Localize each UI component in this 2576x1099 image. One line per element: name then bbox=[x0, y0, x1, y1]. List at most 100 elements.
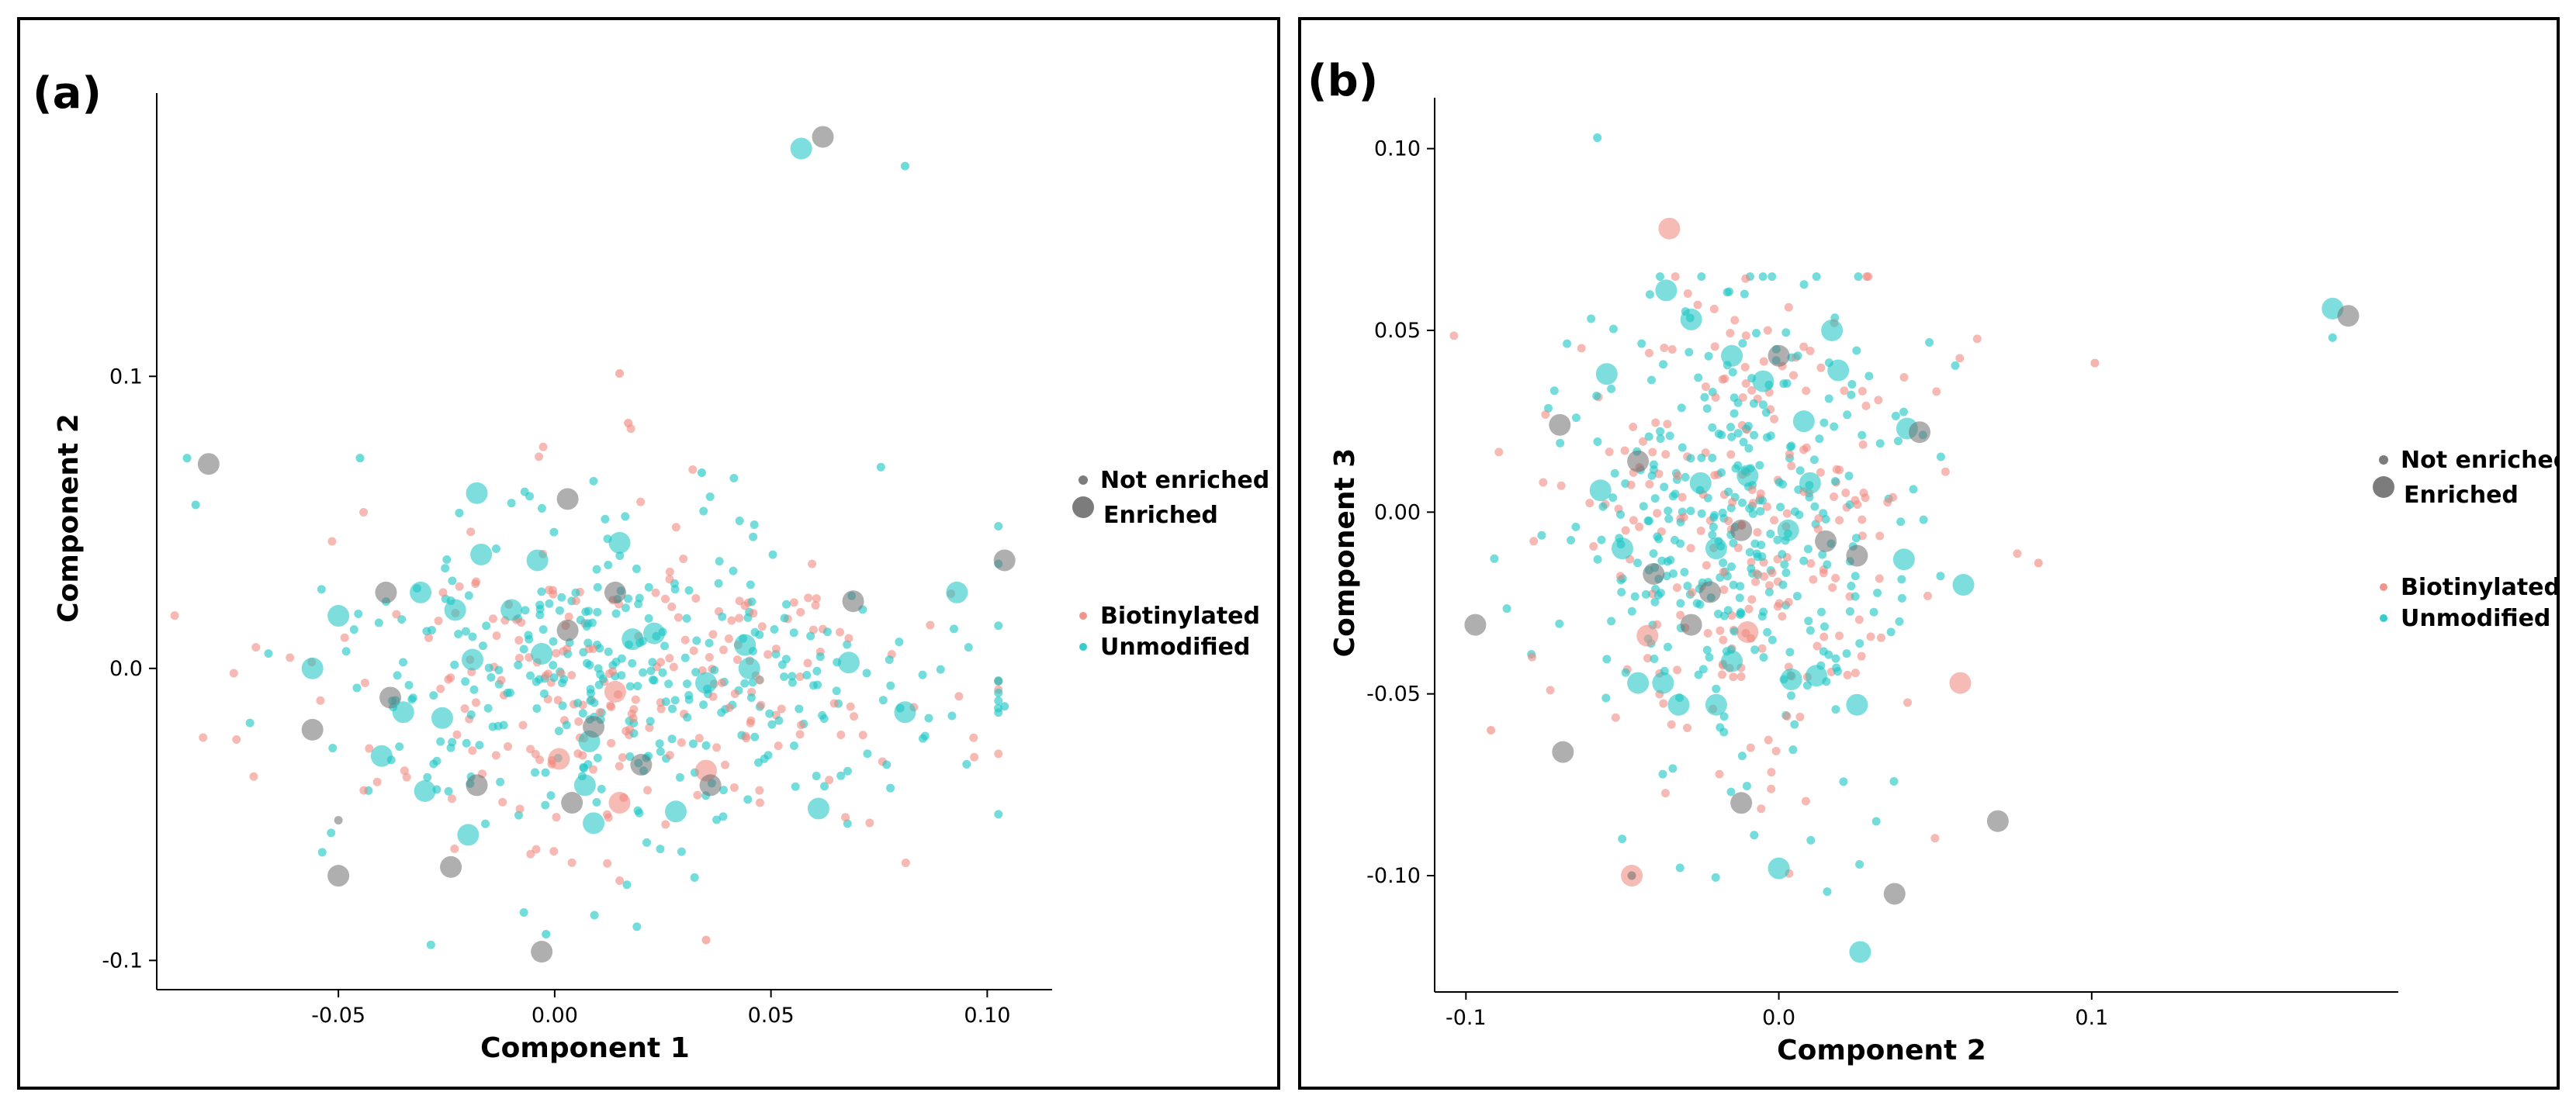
point-biotinylated bbox=[1874, 396, 1883, 405]
point-biotinylated bbox=[1748, 499, 1757, 508]
point-unmodified bbox=[1665, 431, 1674, 441]
point-unmodified bbox=[1649, 460, 1658, 469]
point-biotinylated bbox=[1747, 486, 1757, 495]
point-gray-enriched bbox=[561, 792, 583, 814]
point-unmodified bbox=[746, 693, 756, 702]
point-biotinylated bbox=[1661, 450, 1671, 459]
point-unmodified bbox=[1649, 549, 1658, 558]
point-biotinylated bbox=[549, 847, 559, 856]
point-biotinylated bbox=[1752, 569, 1761, 578]
legend-biotinylated-marker bbox=[1079, 612, 1087, 620]
point-biotinylated bbox=[402, 772, 411, 782]
point-unmodified-enriched bbox=[457, 824, 480, 846]
point-unmodified bbox=[750, 627, 760, 637]
points-layer bbox=[170, 126, 1016, 963]
point-biotinylated bbox=[1686, 544, 1695, 553]
point-biotinylated bbox=[1784, 302, 1793, 312]
point-unmodified-enriched bbox=[1805, 665, 1827, 687]
point-biotinylated bbox=[472, 577, 481, 586]
point-unmodified bbox=[1781, 328, 1791, 337]
point-unmodified bbox=[475, 741, 484, 750]
point-biotinylated bbox=[755, 786, 764, 795]
point-biotinylated bbox=[1861, 401, 1871, 410]
point-unmodified bbox=[1650, 494, 1660, 503]
point-unmodified bbox=[642, 838, 652, 847]
point-unmodified bbox=[628, 658, 637, 668]
point-biotinylated bbox=[712, 743, 722, 752]
point-unmodified bbox=[1723, 606, 1733, 615]
point-biotinylated bbox=[452, 730, 462, 739]
point-unmodified-enriched bbox=[1652, 672, 1674, 694]
point-biotinylated bbox=[1653, 620, 1662, 629]
point-unmodified bbox=[531, 677, 541, 686]
point-biotinylated-enriched bbox=[1949, 672, 1972, 694]
point-unmodified bbox=[557, 593, 566, 602]
point-unmodified bbox=[427, 625, 436, 634]
point-biotinylated bbox=[608, 667, 618, 676]
point-unmodified bbox=[541, 800, 550, 810]
point-unmodified bbox=[1615, 510, 1625, 519]
point-unmodified bbox=[1820, 622, 1830, 631]
legend-enriched-marker bbox=[1072, 496, 1094, 518]
point-unmodified bbox=[448, 738, 457, 747]
point-biotinylated bbox=[1799, 342, 1809, 351]
point-unmodified bbox=[1725, 287, 1734, 296]
point-unmodified bbox=[532, 703, 542, 713]
point-unmodified bbox=[1697, 453, 1706, 462]
point-unmodified bbox=[496, 777, 505, 786]
point-biotinylated bbox=[606, 701, 615, 710]
point-unmodified bbox=[1618, 835, 1627, 844]
point-biotinylated bbox=[708, 692, 718, 701]
point-unmodified bbox=[539, 689, 549, 698]
point-unmodified bbox=[1891, 411, 1900, 420]
point-unmodified bbox=[750, 520, 759, 530]
point-biotinylated bbox=[708, 630, 718, 639]
point-unmodified-enriched bbox=[1705, 537, 1727, 560]
point-biotinylated-enriched bbox=[1658, 217, 1681, 240]
point-unmodified bbox=[690, 873, 699, 882]
point-unmodified bbox=[1644, 432, 1653, 441]
point-unmodified bbox=[404, 680, 414, 689]
point-biotinylated bbox=[360, 679, 369, 688]
legend-biotinylated-label: Biotinylated bbox=[1100, 603, 1260, 630]
point-biotinylated bbox=[1528, 652, 1537, 662]
point-biotinylated bbox=[841, 813, 850, 822]
point-unmodified bbox=[462, 738, 471, 748]
point-biotinylated bbox=[665, 751, 674, 760]
point-biotinylated bbox=[588, 644, 597, 653]
point-unmodified bbox=[395, 742, 404, 752]
point-biotinylated bbox=[1771, 746, 1781, 755]
point-unmodified bbox=[1727, 562, 1736, 572]
point-unmodified bbox=[661, 697, 670, 707]
point-unmodified bbox=[1656, 427, 1665, 436]
point-unmodified bbox=[664, 679, 673, 689]
point-unmodified bbox=[1737, 752, 1747, 761]
point-biotinylated bbox=[1726, 329, 1735, 338]
point-unmodified bbox=[1847, 379, 1857, 389]
point-unmodified bbox=[802, 671, 812, 680]
point-biotinylated bbox=[755, 676, 764, 685]
point-unmodified bbox=[878, 696, 888, 705]
point-gray-enriched bbox=[375, 581, 397, 603]
point-unmodified bbox=[1773, 535, 1782, 544]
point-biotinylated bbox=[1730, 316, 1740, 325]
point-unmodified bbox=[1805, 492, 1814, 502]
point-biotinylated bbox=[729, 783, 739, 793]
point-biotinylated bbox=[1851, 496, 1860, 505]
point-unmodified bbox=[1755, 461, 1764, 470]
point-biotinylated bbox=[1611, 713, 1620, 722]
point-unmodified bbox=[729, 474, 739, 483]
point-biotinylated bbox=[1693, 300, 1702, 309]
point-biotinylated bbox=[1759, 357, 1768, 366]
point-unmodified-enriched bbox=[470, 543, 493, 565]
point-unmodified bbox=[768, 550, 777, 559]
point-unmodified bbox=[994, 696, 1003, 706]
point-gray-enriched bbox=[1846, 544, 1868, 567]
point-unmodified bbox=[454, 630, 463, 639]
points-layer bbox=[1449, 133, 2360, 963]
point-unmodified bbox=[537, 503, 546, 513]
point-unmodified bbox=[436, 737, 445, 746]
y-tick-label: 0.10 bbox=[1374, 137, 1421, 161]
point-unmodified bbox=[1490, 554, 1499, 563]
point-unmodified bbox=[1851, 572, 1860, 581]
